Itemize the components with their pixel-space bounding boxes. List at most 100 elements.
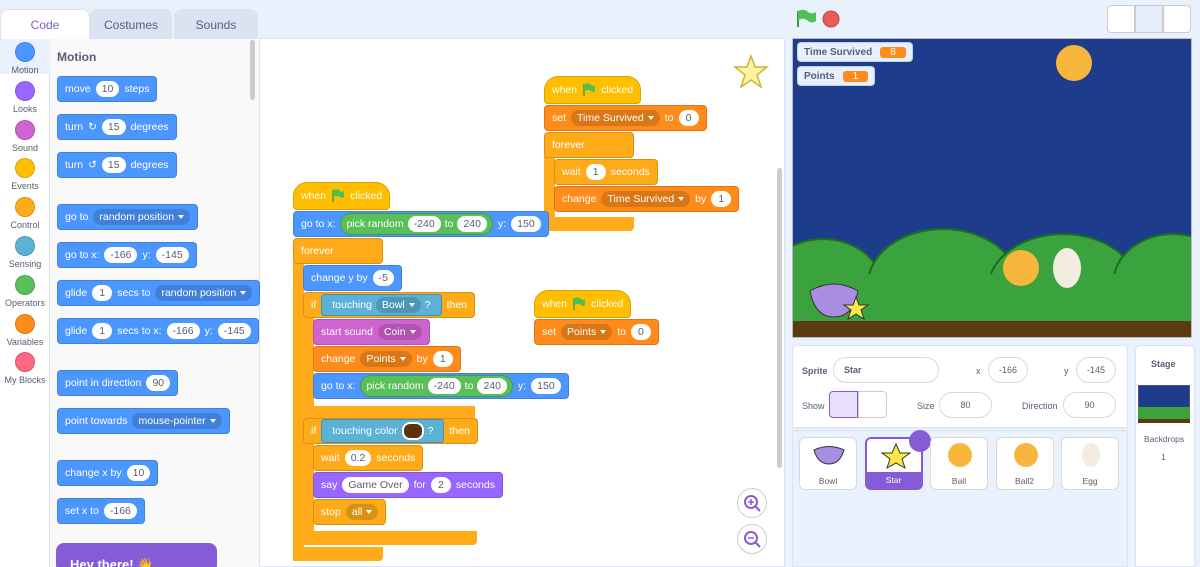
block-dropdown[interactable]: mouse-pointer: [132, 413, 222, 429]
block-input[interactable]: -166: [104, 247, 138, 263]
direction-field[interactable]: 90: [1063, 392, 1116, 418]
block-dropdown[interactable]: Time Survived: [571, 110, 660, 126]
category[interactable]: Sensing: [0, 236, 50, 269]
x-field[interactable]: -166: [988, 357, 1028, 383]
block-input[interactable]: 0: [630, 324, 651, 340]
block-input[interactable]: -166: [166, 323, 200, 339]
category[interactable]: Motion: [0, 42, 50, 75]
code-block[interactable]: forever: [544, 132, 634, 158]
block-dropdown[interactable]: all: [345, 504, 379, 520]
tab[interactable]: Sounds: [174, 9, 258, 39]
block-input[interactable]: 2: [430, 477, 451, 493]
workspace-scrollbar[interactable]: [777, 168, 782, 468]
tab[interactable]: Code: [0, 9, 90, 39]
block-input[interactable]: 1: [711, 191, 732, 207]
category[interactable]: Looks: [0, 80, 50, 114]
sprite-tile[interactable]: Ball: [930, 437, 988, 490]
block-dropdown[interactable]: Bowl: [375, 297, 421, 313]
block-input[interactable]: 1: [92, 285, 113, 301]
category[interactable]: Sound: [0, 119, 50, 153]
block-dropdown[interactable]: Points: [561, 324, 613, 340]
block-input[interactable]: -5: [372, 270, 394, 286]
tab[interactable]: Costumes: [90, 9, 172, 39]
block-dropdown[interactable]: Coin: [377, 324, 422, 340]
category[interactable]: Events: [0, 158, 50, 191]
code-block[interactable]: glide 1 secs to x: -166 y: -145: [57, 318, 259, 344]
y-field[interactable]: -145: [1076, 357, 1116, 383]
code-block[interactable]: change Time Survived by 1: [554, 186, 740, 212]
code-block[interactable]: forever: [293, 238, 383, 264]
show-visible-button[interactable]: [829, 391, 858, 418]
code-block[interactable]: wait 0.2 seconds: [313, 445, 424, 471]
block-dropdown[interactable]: random position: [155, 285, 253, 301]
normal-stage-button[interactable]: [1135, 5, 1163, 33]
code-block[interactable]: change y by -5: [303, 265, 402, 291]
block-input[interactable]: 240: [457, 216, 487, 232]
stage[interactable]: [792, 38, 1192, 338]
code-block[interactable]: change Points by 1: [313, 346, 461, 372]
block-input[interactable]: 1: [432, 351, 453, 367]
block-input[interactable]: 1: [92, 323, 113, 339]
block-input[interactable]: -240: [407, 216, 441, 232]
fullscreen-button[interactable]: [1163, 5, 1191, 33]
code-block[interactable]: go to x: -166 y: -145: [57, 242, 197, 268]
code-block[interactable]: if touching Bowl? then: [303, 292, 475, 318]
block-input[interactable]: Game Over: [342, 477, 409, 493]
hat-block[interactable]: when clicked: [293, 182, 391, 210]
color-swatch[interactable]: [401, 422, 424, 440]
stop-button[interactable]: [822, 10, 840, 28]
block-dropdown[interactable]: random position: [93, 209, 191, 225]
block-input[interactable]: 15: [101, 119, 126, 135]
block-input[interactable]: 0.2: [344, 450, 372, 466]
code-block[interactable]: set x to -166: [57, 498, 145, 524]
small-stage-button[interactable]: [1107, 5, 1135, 33]
code-block[interactable]: set Points to 0: [534, 319, 659, 345]
block-dropdown[interactable]: Time Survived: [601, 191, 691, 207]
hat-block[interactable]: when clicked: [534, 290, 632, 318]
code-block[interactable]: if touching color? then: [303, 418, 478, 444]
block-input[interactable]: 1: [585, 164, 606, 180]
show-hidden-button[interactable]: [858, 391, 887, 418]
category[interactable]: Variables: [0, 313, 50, 347]
delete-sprite-button[interactable]: [908, 430, 931, 452]
code-block[interactable]: set Time Survived to 0: [544, 105, 707, 131]
code-block[interactable]: wait 1 seconds: [554, 159, 658, 185]
tutorial-popup[interactable]: Hey there! 👋: [56, 543, 217, 567]
backdrop-thumbnail[interactable]: [1138, 385, 1190, 423]
code-block[interactable]: turn ↺ 15 degrees: [57, 152, 177, 178]
block-input[interactable]: -145: [155, 247, 189, 263]
block-input[interactable]: 10: [95, 81, 120, 97]
code-block[interactable]: start sound Coin: [313, 319, 430, 345]
category[interactable]: Operators: [0, 274, 50, 308]
code-block[interactable]: stop all: [313, 499, 387, 525]
category[interactable]: My Blocks: [0, 352, 50, 385]
block-input[interactable]: 150: [511, 216, 541, 232]
block-input[interactable]: 150: [531, 378, 561, 394]
block-input[interactable]: 0: [678, 110, 699, 126]
palette-scrollbar[interactable]: [250, 40, 255, 100]
hat-block[interactable]: when clicked: [544, 76, 642, 104]
code-block[interactable]: glide 1 secs to random position: [57, 280, 261, 306]
code-block[interactable]: go to x: pick random -240 to 240 y: 150: [293, 211, 549, 237]
block-input[interactable]: -166: [103, 503, 137, 519]
sprite-tile[interactable]: Ball2: [995, 437, 1054, 490]
code-block[interactable]: move 10 steps: [57, 76, 158, 102]
block-dropdown[interactable]: Points: [360, 351, 412, 367]
code-block[interactable]: say Game Over for 2 seconds: [313, 472, 503, 498]
block-input[interactable]: 10: [126, 465, 151, 481]
sprite-name-field[interactable]: Star: [833, 357, 939, 383]
sprite-tile[interactable]: Star: [864, 430, 931, 490]
block-input[interactable]: -240: [427, 378, 461, 394]
size-field[interactable]: 80: [939, 392, 992, 418]
sprite-tile[interactable]: Egg: [1061, 437, 1119, 490]
sprite-tile[interactable]: Bowl: [799, 437, 857, 490]
block-input[interactable]: -145: [217, 323, 251, 339]
block-input[interactable]: 90: [146, 375, 171, 391]
code-block[interactable]: change x by 10: [57, 460, 159, 486]
code-block[interactable]: point in direction 90: [57, 370, 179, 396]
zoom-in-button[interactable]: [737, 488, 767, 518]
category[interactable]: Control: [0, 197, 50, 230]
zoom-out-button[interactable]: [737, 524, 767, 554]
code-block[interactable]: point towards mouse-pointer: [57, 408, 230, 434]
green-flag[interactable]: [797, 9, 816, 27]
